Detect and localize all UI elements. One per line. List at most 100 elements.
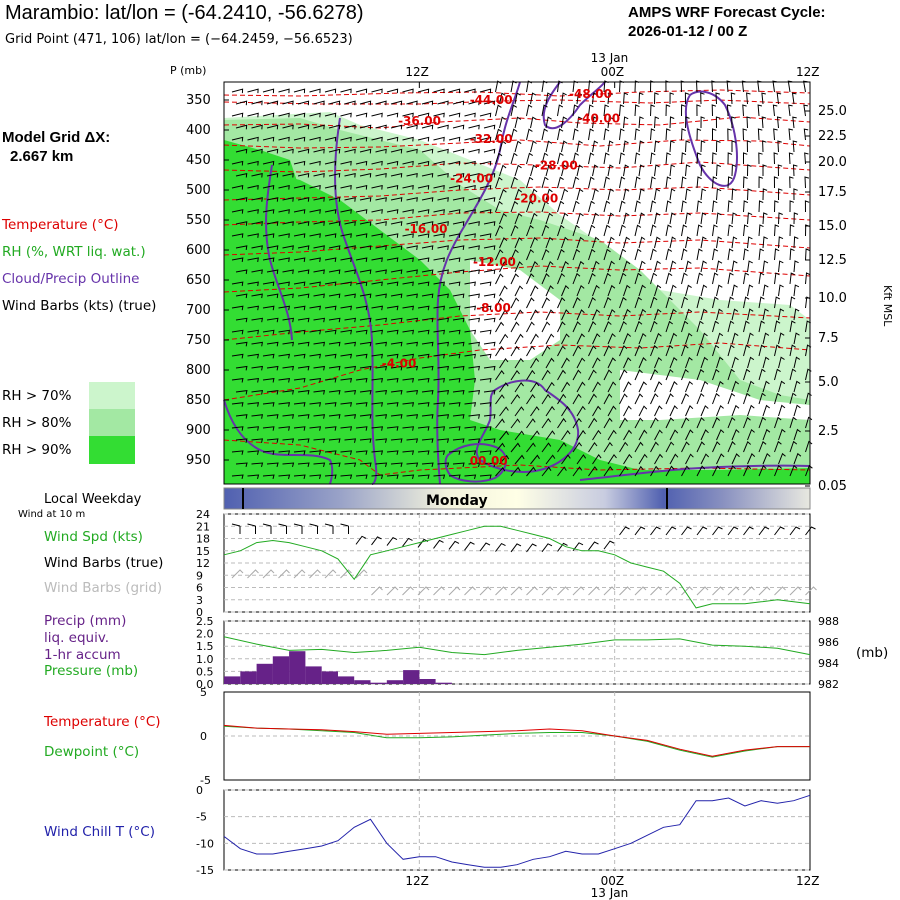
wind-barb [638,357,647,369]
wind-barb [758,200,764,213]
wind-barb [375,269,387,275]
wind-barb [324,184,337,190]
height-tick-label: 10.0 [818,291,847,306]
true-barb [743,526,754,536]
wind-barb [634,152,641,165]
wind-barb [417,402,430,407]
pressure-axis-title: P (mb) [170,64,206,77]
wind-barb [685,429,694,441]
wind-barb [731,164,737,177]
wind-barb [623,212,630,225]
wind-barb [561,236,569,249]
precip-bar [321,671,338,684]
pressure-label: Pressure (mb) [44,663,139,679]
wind-barb [340,88,352,94]
wind-barb [700,164,706,177]
grid-barb [712,586,724,596]
wind-barb [421,438,434,443]
wind-barb [235,221,248,226]
wind-barb [623,405,632,417]
wind-barb [747,308,754,321]
wind-barb [789,248,795,261]
wind-barb [561,260,569,273]
height-tick-label: 5.0 [818,375,839,390]
wind-barb [650,128,656,141]
wind-barb [433,233,445,238]
wind-barb [716,212,722,225]
wind-barb [669,92,675,105]
true-barb [278,523,287,534]
grid-barb [355,569,368,579]
wind-barb [747,164,752,177]
wind-barb [448,353,461,359]
wind-barb [293,378,306,383]
wind-barb [681,176,687,189]
wind-barb [530,406,540,417]
height-tick-label: 2.5 [818,424,839,439]
wind-barb [495,128,502,141]
page-title: Marambio: lat/lon = (-64.2410, -56.6278) [5,2,364,24]
height-tick-label: 25.0 [818,104,847,119]
wind-barb [526,442,536,453]
wind-barb [355,329,368,335]
wind-barb [743,152,748,164]
wind-barb [669,116,675,129]
wind-barb [700,308,708,321]
wind-barb [309,353,322,359]
wind-barb [499,357,509,369]
wind-barb [654,236,661,249]
wind-barb [762,164,767,176]
wind-barb [402,257,414,262]
wind-barb [251,100,263,106]
wind-barb [266,365,279,371]
wind-barb [359,100,372,106]
wind-barb [530,309,539,321]
wind-barb [251,197,263,202]
true-barb [681,526,692,536]
legend-wind-barbs: Wind Barbs (kts) (true) [2,298,157,314]
wind-barb [731,332,739,345]
wind-barb [669,140,675,153]
rh90-area-upper [224,140,300,200]
true-barb [619,526,630,536]
weekday-label: Local Weekday [44,492,142,507]
true-barb [588,541,599,551]
wind-barb [359,124,372,130]
wind-barb [715,92,720,105]
wind-barb [390,390,403,395]
wind-barb [576,429,586,441]
wind-barb [266,293,279,299]
wind-barb [576,212,584,225]
wind-barb [530,454,540,465]
wind-barb [731,284,738,297]
pressure-line [223,636,811,656]
wind-barb [607,405,617,417]
wind-barb [758,344,766,357]
wind-barb [235,148,248,154]
wind-barb [464,329,477,335]
windchill-y-tick-label: -10 [196,837,214,850]
wind-barb [421,197,434,202]
wind-barb [592,212,599,225]
temperature-contour [223,89,811,97]
wind-barb [313,390,326,395]
wind-barb [681,104,686,117]
wind-barb [344,390,357,395]
wind-barb [696,320,704,333]
precip-bar [272,656,290,684]
wind-barb [541,128,548,141]
wind-barb [805,440,813,453]
wind-barb [402,112,414,118]
wind-barb [235,100,248,106]
grid-barb [557,586,569,596]
top-time-label: 12Z [796,65,820,79]
wind-barb [483,245,496,250]
wind-barb [448,402,461,407]
wind-barb [235,438,248,443]
wind-barb [417,257,430,262]
wind-barb [545,116,552,129]
dewpoint-line [223,725,810,758]
wind-barb [772,104,778,117]
wind-barb [541,321,551,333]
wind-barb [654,405,663,417]
